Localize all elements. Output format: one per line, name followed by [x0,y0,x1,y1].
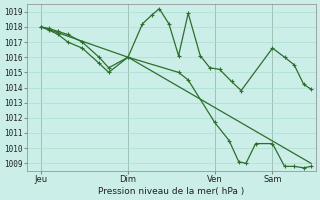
X-axis label: Pression niveau de la mer( hPa ): Pression niveau de la mer( hPa ) [98,187,244,196]
